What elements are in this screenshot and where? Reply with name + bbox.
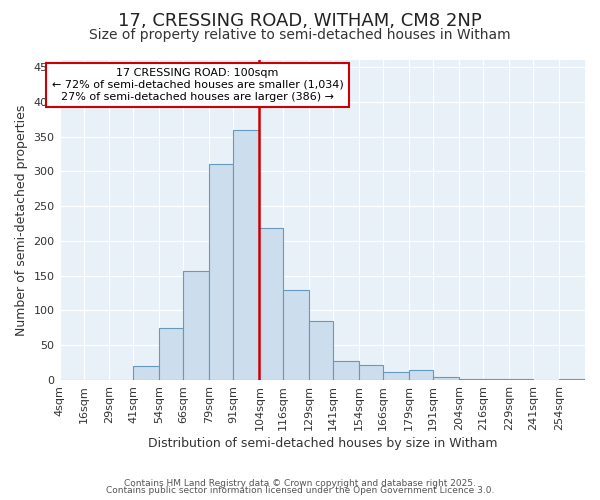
Bar xyxy=(433,376,459,380)
Bar xyxy=(333,360,359,380)
Bar xyxy=(233,130,259,380)
Bar xyxy=(383,372,409,380)
X-axis label: Distribution of semi-detached houses by size in Witham: Distribution of semi-detached houses by … xyxy=(148,437,497,450)
Bar xyxy=(409,370,433,380)
Bar xyxy=(209,164,233,380)
Bar xyxy=(259,228,283,380)
Y-axis label: Number of semi-detached properties: Number of semi-detached properties xyxy=(15,104,28,336)
Bar xyxy=(359,365,383,380)
Bar xyxy=(133,366,160,380)
Bar xyxy=(559,378,585,380)
Bar xyxy=(283,290,309,380)
Text: Contains HM Land Registry data © Crown copyright and database right 2025.: Contains HM Land Registry data © Crown c… xyxy=(124,478,476,488)
Text: Contains public sector information licensed under the Open Government Licence 3.: Contains public sector information licen… xyxy=(106,486,494,495)
Bar xyxy=(160,328,184,380)
Text: 17 CRESSING ROAD: 100sqm
← 72% of semi-detached houses are smaller (1,034)
27% o: 17 CRESSING ROAD: 100sqm ← 72% of semi-d… xyxy=(52,68,343,102)
Text: Size of property relative to semi-detached houses in Witham: Size of property relative to semi-detach… xyxy=(89,28,511,42)
Text: 17, CRESSING ROAD, WITHAM, CM8 2NP: 17, CRESSING ROAD, WITHAM, CM8 2NP xyxy=(118,12,482,30)
Bar xyxy=(184,271,209,380)
Bar xyxy=(459,378,483,380)
Bar xyxy=(309,321,333,380)
